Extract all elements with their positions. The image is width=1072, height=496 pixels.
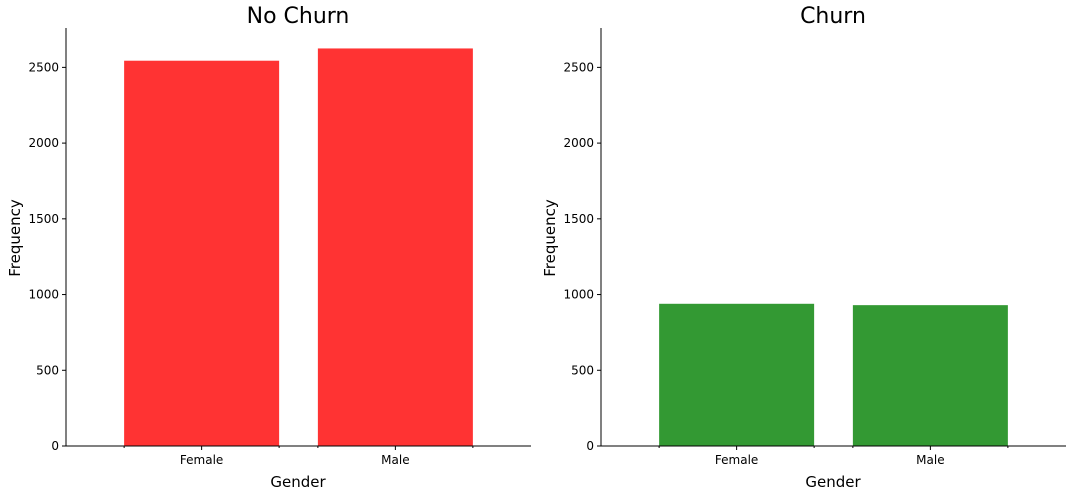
- y-tick-label: 1500: [563, 212, 594, 226]
- x-tick-label: Male: [381, 453, 409, 467]
- y-tick-label: 2000: [563, 136, 594, 150]
- bar-female: [659, 303, 815, 446]
- chart-title: Churn: [800, 4, 866, 29]
- bar-female: [124, 60, 280, 446]
- y-tick-label: 1000: [28, 288, 59, 302]
- x-tick-label: Female: [715, 453, 758, 467]
- y-tick-label: 2000: [28, 136, 59, 150]
- chart-panel-churn: Churn Frequency Gender 0 500 1000 1500 2000 2…: [541, 4, 1066, 491]
- chart-panel-no-churn: No Churn Frequency Gender 0 500 1000 1500 20…: [6, 4, 531, 491]
- x-axis-label: Gender: [805, 473, 861, 491]
- y-tick-label: 0: [51, 439, 59, 453]
- y-tick-label: 0: [586, 439, 594, 453]
- x-tick-label: Male: [916, 453, 944, 467]
- y-tick-label: 2500: [28, 60, 59, 74]
- x-tick-label: Female: [180, 453, 223, 467]
- x-axis-label: Gender: [270, 473, 326, 491]
- y-tick-label: 500: [571, 363, 594, 377]
- y-axis-label: Frequency: [541, 199, 559, 277]
- bar-male: [317, 48, 473, 447]
- bar-male: [852, 305, 1008, 446]
- y-tick-label: 1500: [28, 212, 59, 226]
- y-tick-label: 500: [36, 363, 59, 377]
- y-axis-label: Frequency: [6, 199, 24, 277]
- y-tick-label: 1000: [563, 288, 594, 302]
- y-tick-label: 2500: [563, 60, 594, 74]
- chart-title: No Churn: [247, 4, 350, 29]
